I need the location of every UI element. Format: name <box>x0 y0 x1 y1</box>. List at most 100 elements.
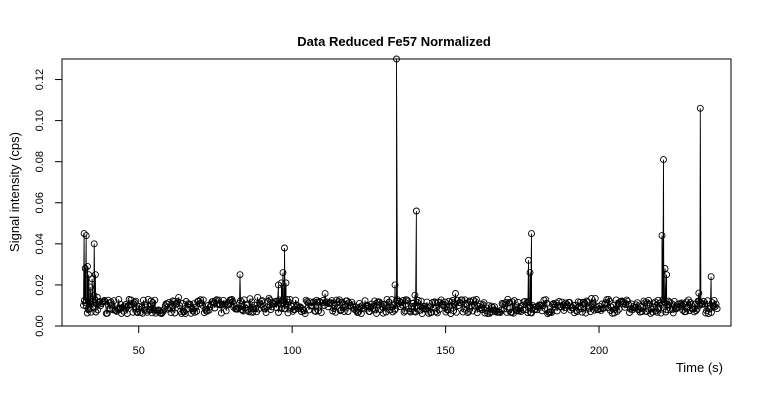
data-point <box>106 299 114 307</box>
data-point <box>542 296 550 304</box>
data-point <box>88 275 96 283</box>
data-point <box>391 281 399 289</box>
data-point <box>80 230 88 238</box>
data-point <box>464 309 472 317</box>
chart-title: Data Reduced Fe57 Normalized <box>297 34 491 49</box>
data-point <box>174 298 182 306</box>
data-point <box>330 305 338 312</box>
series-line <box>83 58 718 316</box>
data-point <box>204 301 212 309</box>
data-point <box>609 301 617 309</box>
data-point <box>252 305 260 312</box>
data-point <box>647 305 655 313</box>
data-point <box>664 301 672 308</box>
data-point <box>212 297 220 305</box>
data-point <box>582 309 590 317</box>
data-point <box>323 298 331 306</box>
data-point <box>377 300 385 308</box>
data-point <box>237 297 244 305</box>
data-point <box>100 297 108 304</box>
data-point <box>332 308 340 316</box>
data-point <box>647 309 654 317</box>
data-point <box>236 271 244 279</box>
data-point <box>340 308 348 316</box>
y-tick-label: 0.06 <box>34 192 46 213</box>
y-tick-label: 0.04 <box>34 233 46 254</box>
data-point <box>297 308 305 315</box>
data-point <box>666 298 673 306</box>
y-tick-label: 0.02 <box>34 274 46 295</box>
data-point <box>645 296 653 304</box>
data-point <box>623 296 631 304</box>
data-point <box>432 299 439 307</box>
data-point <box>372 306 379 314</box>
x-axis: 50 100 150 200 <box>133 325 608 357</box>
y-tick-label: 0.08 <box>34 151 46 172</box>
data-point <box>668 305 676 313</box>
data-point <box>660 156 667 164</box>
data-point <box>441 298 449 306</box>
data-point <box>661 265 669 272</box>
data-point <box>151 296 159 304</box>
data-point <box>237 305 245 313</box>
y-tick-label: 0.00 <box>34 315 46 336</box>
data-point <box>146 306 154 313</box>
data-point <box>633 299 641 307</box>
data-point <box>215 296 223 304</box>
data-point <box>84 262 91 270</box>
x-tick-label: 150 <box>436 345 454 357</box>
data-point <box>399 296 407 304</box>
data-point <box>85 271 93 279</box>
data-point <box>646 301 653 308</box>
data-point <box>692 307 700 315</box>
data-point <box>393 55 400 63</box>
data-point <box>373 309 380 317</box>
data-point <box>519 306 527 314</box>
data-point <box>524 309 532 317</box>
x-tick-label: 200 <box>590 345 608 357</box>
data-point <box>279 296 287 304</box>
y-tick-label: 0.10 <box>34 110 46 131</box>
data-point <box>587 308 594 316</box>
data-point <box>131 299 139 306</box>
data-point <box>678 299 686 307</box>
data-point <box>308 302 316 310</box>
data-point <box>704 297 712 305</box>
data-point <box>167 309 175 317</box>
data-point <box>219 296 227 304</box>
data-point <box>193 307 201 315</box>
data-point <box>525 298 533 305</box>
data-point <box>462 299 470 307</box>
data-point <box>712 300 720 308</box>
data-point <box>475 305 483 313</box>
data-point <box>103 309 111 317</box>
data-point <box>166 304 174 312</box>
data-point <box>491 303 498 311</box>
data-point <box>317 309 325 317</box>
data-point <box>695 289 703 297</box>
data-point <box>449 297 457 304</box>
data-point <box>653 308 661 316</box>
data-point <box>243 301 251 309</box>
data-point <box>575 303 583 311</box>
data-point <box>192 304 200 312</box>
data-point <box>277 304 285 312</box>
data-point <box>306 298 314 306</box>
data-point <box>707 308 715 316</box>
data-point <box>687 301 695 309</box>
x-tick-label: 50 <box>133 345 145 357</box>
data-point <box>321 290 329 298</box>
x-axis-label: Time (s) <box>676 360 723 375</box>
data-point <box>433 309 441 317</box>
data-point <box>452 308 460 316</box>
data-point <box>503 308 511 316</box>
data-point <box>108 301 116 309</box>
data-point <box>199 296 207 304</box>
data-point <box>611 305 619 313</box>
data-point <box>276 296 283 304</box>
data-point <box>227 296 235 304</box>
data-point <box>452 290 459 297</box>
data-point <box>682 308 690 316</box>
data-point <box>86 283 94 291</box>
